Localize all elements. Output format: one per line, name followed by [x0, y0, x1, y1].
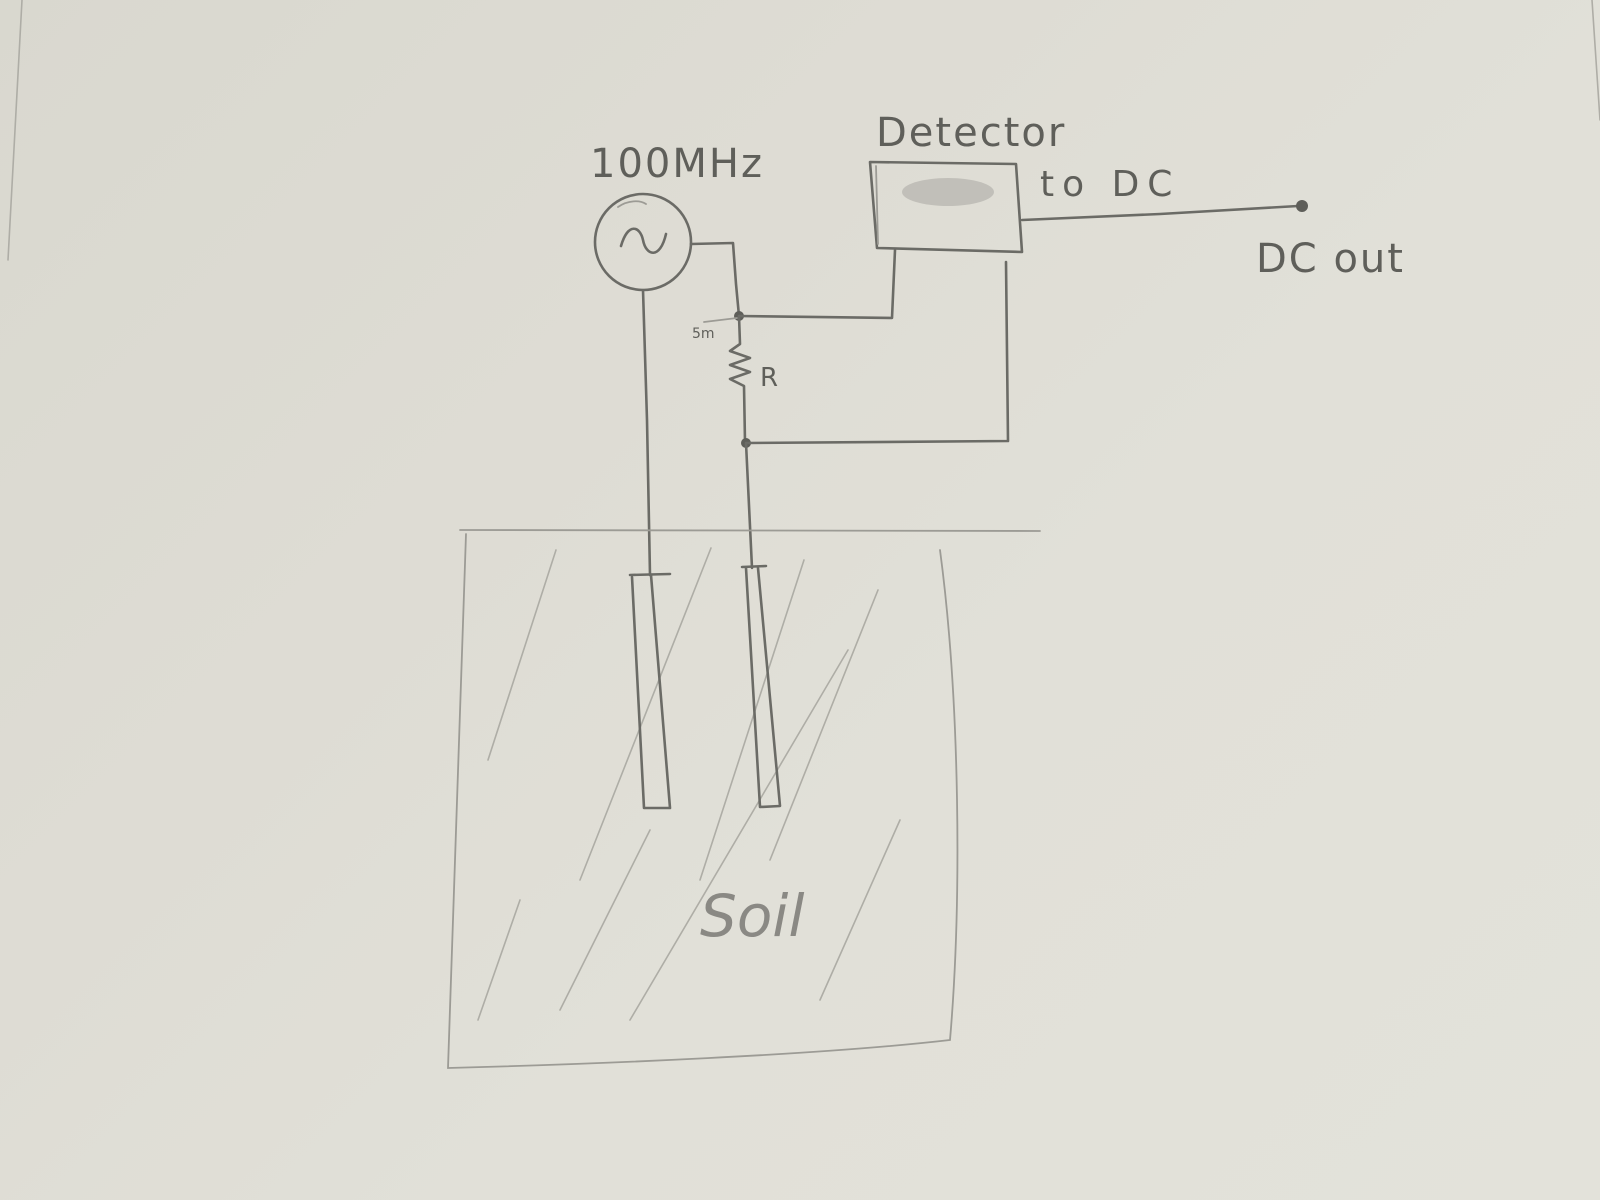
resistor-label: R — [760, 363, 778, 393]
dc-output-wire — [1020, 204, 1300, 222]
left-probe — [628, 572, 672, 810]
detector-box — [868, 160, 1024, 254]
ac-source-icon — [593, 192, 693, 292]
dc-out-label: DC out — [1256, 236, 1405, 282]
detector-label: Detector — [876, 110, 1066, 156]
junction-to-right-probe-wire — [744, 441, 754, 570]
frequency-label: 100MHz — [590, 141, 764, 187]
to-dc-label: to DC — [1040, 164, 1180, 205]
source-to-left-probe-wire — [641, 288, 652, 577]
paper-edge-line — [1591, 0, 1600, 121]
resistor-tag-leader — [703, 317, 738, 323]
paper-fold-line — [7, 0, 23, 261]
right-probe — [740, 564, 782, 809]
junction-to-detector-return-wire — [744, 260, 1010, 445]
soil-container-outline — [447, 533, 959, 1069]
junction-to-detector-wire — [737, 248, 897, 320]
soil-surface-line — [459, 529, 1041, 532]
source-to-junction-wire — [689, 241, 741, 318]
soil-hatching — [477, 547, 901, 1021]
resistor-icon — [728, 314, 752, 444]
resistor-tag: 5m — [692, 326, 715, 342]
output-terminal-icon — [1296, 200, 1308, 212]
soil-label: Soil — [700, 882, 805, 950]
